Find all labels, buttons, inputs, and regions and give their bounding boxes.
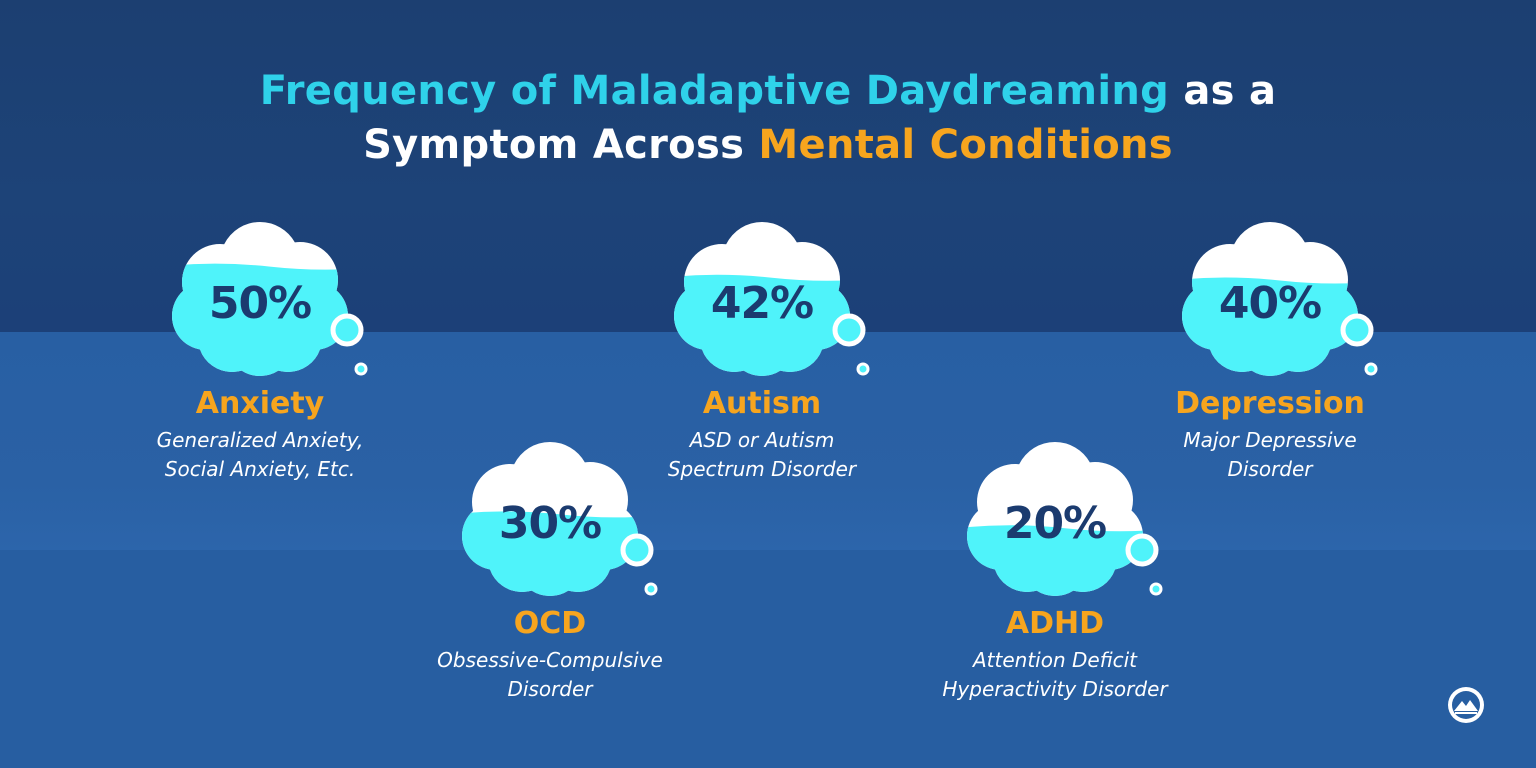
thought-bubble-small bbox=[1364, 362, 1378, 376]
thought-bubble-small bbox=[354, 362, 368, 376]
thought-bubble-large bbox=[620, 533, 654, 567]
title-highlight-orange: Mental Conditions bbox=[758, 122, 1173, 168]
condition-card-depression: 40% Depression Major Depressive Disorder bbox=[1170, 220, 1470, 481]
percentage-value: 42% bbox=[710, 278, 814, 329]
condition-description: ASD or Autism Spectrum Disorder bbox=[612, 426, 912, 484]
title-text: as a bbox=[1169, 68, 1277, 114]
thought-cloud-icon bbox=[674, 222, 870, 376]
condition-card-ocd: 30% OCD Obsessive-Compulsive Disorder bbox=[437, 440, 750, 701]
description-line-2: Hyperactivity Disorder bbox=[942, 677, 1168, 701]
description-line-1: Generalized Anxiety, bbox=[156, 428, 364, 452]
description-line-1: Major Depressive bbox=[1183, 428, 1357, 452]
background-bottom-band bbox=[0, 550, 1536, 768]
condition-name: Anxiety bbox=[195, 386, 325, 421]
condition-name: ADHD bbox=[1005, 606, 1105, 641]
description-line-2: Social Anxiety, Etc. bbox=[164, 457, 356, 481]
description-line-1: ASD or Autism bbox=[689, 428, 835, 452]
title-highlight-cyan: Frequency of Maladaptive Daydreaming bbox=[259, 68, 1170, 114]
condition-card-adhd: 20% ADHD Attention Deficit Hyperactivity… bbox=[942, 440, 1255, 701]
percentage-value: 40% bbox=[1218, 278, 1322, 329]
description-line-2: Disorder bbox=[1227, 457, 1313, 481]
infographic-title: Frequency of Maladaptive Daydreaming as … bbox=[0, 64, 1536, 172]
condition-description: Attention Deficit Hyperactivity Disorder bbox=[905, 646, 1205, 704]
thought-bubble-small bbox=[644, 582, 658, 596]
thought-cloud-icon bbox=[462, 442, 658, 596]
title-line-2: Symptom Across Mental Conditions bbox=[0, 118, 1536, 172]
condition-name: Depression bbox=[1175, 386, 1365, 421]
thought-bubble-small bbox=[856, 362, 870, 376]
condition-description: Obsessive-Compulsive Disorder bbox=[400, 646, 700, 704]
condition-name: Autism bbox=[702, 386, 822, 421]
title-text: Symptom Across bbox=[363, 122, 759, 168]
title-line-1: Frequency of Maladaptive Daydreaming as … bbox=[0, 64, 1536, 118]
thought-bubble-large bbox=[330, 313, 364, 347]
thought-bubble-large bbox=[1340, 313, 1374, 347]
condition-description: Generalized Anxiety, Social Anxiety, Etc… bbox=[110, 426, 410, 484]
condition-card-autism: 42% Autism ASD or Autism Spectrum Disord… bbox=[662, 220, 962, 481]
description-line-1: Obsessive-Compulsive bbox=[437, 648, 663, 672]
thought-bubble-large bbox=[832, 313, 866, 347]
thought-cloud-icon bbox=[172, 222, 368, 376]
description-line-1: Attention Deficit bbox=[972, 648, 1138, 672]
description-line-2: Disorder bbox=[507, 677, 593, 701]
thought-bubble-large bbox=[1125, 533, 1159, 567]
mountain-logo-icon bbox=[1448, 687, 1484, 723]
percentage-value: 50% bbox=[208, 278, 312, 329]
thought-bubble-small bbox=[1149, 582, 1163, 596]
thought-cloud-icon bbox=[967, 442, 1163, 596]
percentage-value: 30% bbox=[498, 498, 602, 549]
condition-name: OCD bbox=[513, 606, 587, 641]
percentage-value: 20% bbox=[1003, 498, 1107, 549]
thought-cloud-icon bbox=[1182, 222, 1378, 376]
condition-description: Major Depressive Disorder bbox=[1120, 426, 1420, 484]
condition-card-anxiety: 50% Anxiety Generalized Anxiety, Social … bbox=[157, 220, 460, 481]
description-line-2: Spectrum Disorder bbox=[667, 457, 857, 481]
